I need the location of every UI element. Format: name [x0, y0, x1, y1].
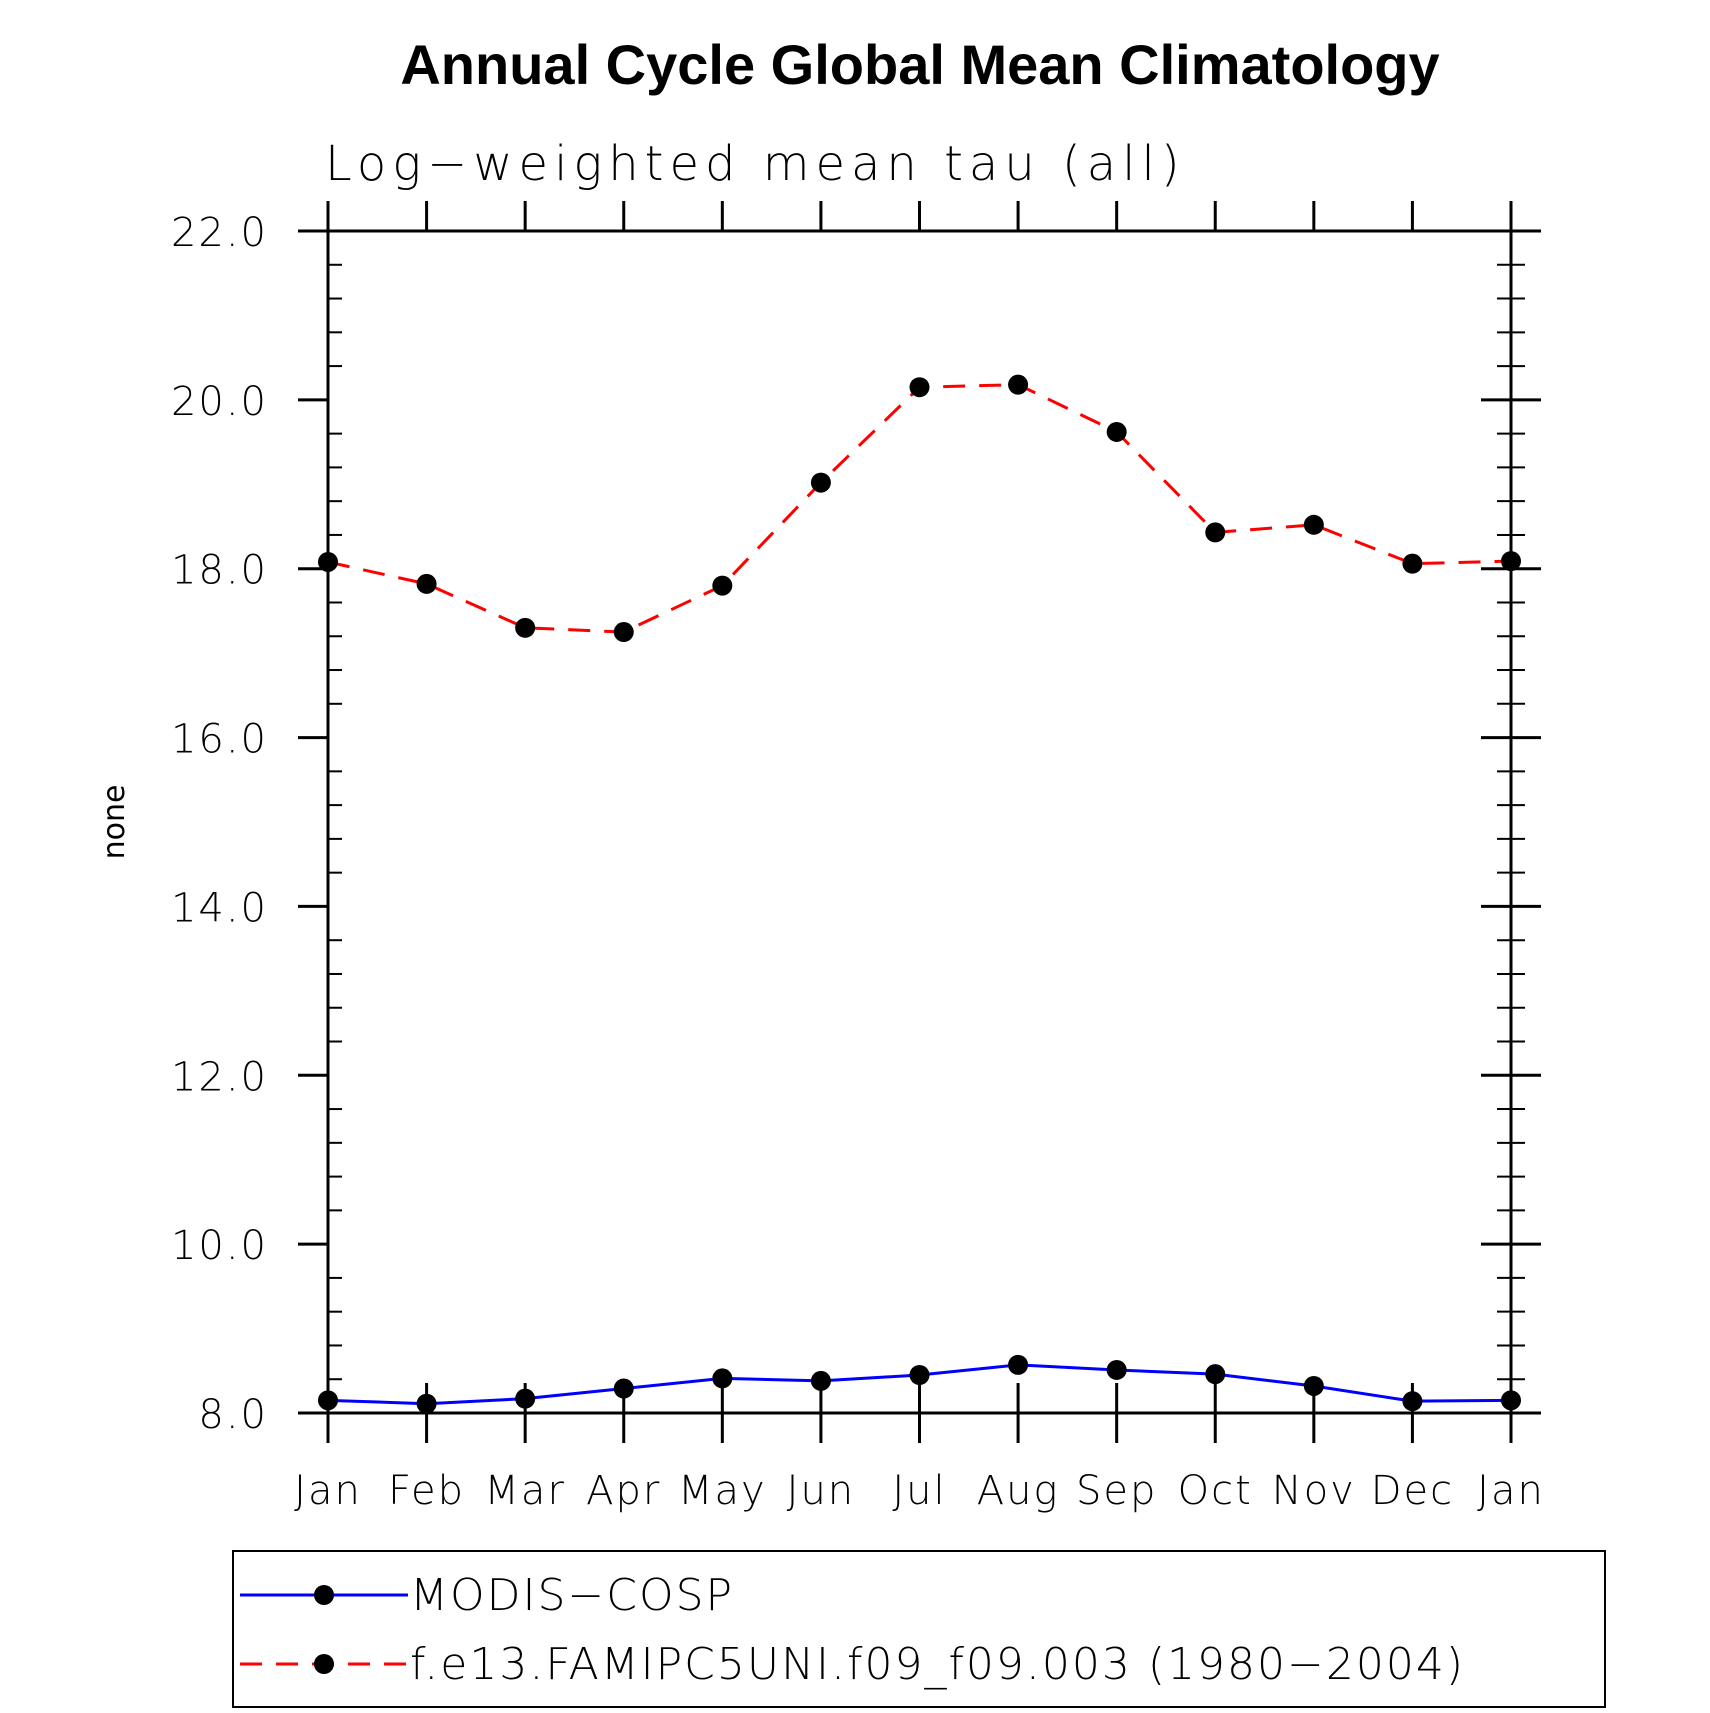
series-line-1 [327, 383, 1512, 634]
y-tick-label: 14.0 [171, 885, 268, 931]
x-tick-label: Mar [484, 1468, 565, 1514]
y-tick-label: 22.0 [171, 210, 268, 256]
legend: MODIS−COSP f.e13.FAMIPC5UNI.f09_f09.003 … [232, 1550, 1606, 1708]
data-point-0 [318, 1390, 338, 1411]
x-tick-label: Jan [294, 1468, 362, 1514]
y-tick-label: 8.0 [198, 1392, 268, 1438]
legend-label-0: MODIS−COSP [410, 1570, 734, 1621]
data-point-0 [515, 1388, 536, 1409]
y-tick-label: 12.0 [171, 1054, 268, 1100]
data-point-0 [1402, 1391, 1423, 1412]
data-point-0 [712, 1368, 733, 1389]
x-tick-labels: Jan Feb Mar Apr May Jun Jul Aug Sep Oct Nov Dec Jan [294, 1468, 1545, 1514]
y-tick-label: 20.0 [171, 379, 268, 425]
data-point-1 [1501, 551, 1521, 572]
data-point-1 [1205, 522, 1226, 543]
x-tick-label: Jul [892, 1468, 946, 1514]
legend-box [232, 1550, 1606, 1708]
series-layer [318, 374, 1521, 1414]
legend-marker-1 [314, 1654, 334, 1674]
x-tick-label: Dec [1371, 1468, 1454, 1514]
data-point-1 [1402, 553, 1423, 574]
legend-marker-0 [314, 1585, 334, 1605]
data-point-1 [1008, 374, 1029, 395]
chart-subtitle: Log−weighted mean tau (all) [325, 136, 1186, 192]
plot-frame [326, 229, 1513, 1415]
data-point-0 [909, 1365, 930, 1386]
data-point-0 [613, 1378, 634, 1399]
chart-title: Annual Cycle Global Mean Climatology [400, 33, 1439, 96]
data-point-0 [1008, 1354, 1029, 1375]
x-tick-label: Jun [787, 1468, 856, 1514]
x-tick-label: Oct [1178, 1468, 1253, 1514]
data-point-0 [1205, 1364, 1226, 1385]
data-point-0 [1501, 1390, 1521, 1411]
y-tick-label: 18.0 [171, 548, 268, 594]
legend-label-1: f.e13.FAMIPC5UNI.f09_f09.003 (1980−2004) [410, 1639, 1465, 1690]
y-tick-labels: 22.0 20.0 18.0 16.0 14.0 12.0 10.0 8.0 [171, 210, 268, 1438]
data-point-1 [810, 472, 831, 493]
data-point-1 [416, 573, 437, 594]
y-tick-label: 16.0 [171, 717, 268, 763]
data-point-1 [318, 551, 338, 572]
y-axis-label: none [97, 785, 132, 860]
data-point-1 [1106, 421, 1127, 442]
x-tick-label: Feb [388, 1468, 465, 1514]
data-point-0 [1106, 1359, 1127, 1380]
data-point-0 [810, 1370, 831, 1391]
x-tick-label: Sep [1076, 1468, 1157, 1514]
x-tick-label: Aug [977, 1468, 1060, 1514]
x-tick-label: Apr [586, 1468, 661, 1514]
x-tick-label: May [678, 1468, 767, 1514]
data-point-1 [1303, 514, 1324, 535]
data-point-0 [1303, 1375, 1324, 1396]
data-point-1 [515, 617, 536, 638]
x-tick-label: Nov [1272, 1468, 1356, 1514]
data-point-1 [712, 575, 733, 596]
y-tick-label: 10.0 [171, 1223, 268, 1269]
data-point-1 [613, 622, 634, 643]
x-tick-label: Jan [1477, 1468, 1545, 1514]
data-point-1 [909, 377, 930, 398]
data-point-0 [416, 1393, 437, 1414]
